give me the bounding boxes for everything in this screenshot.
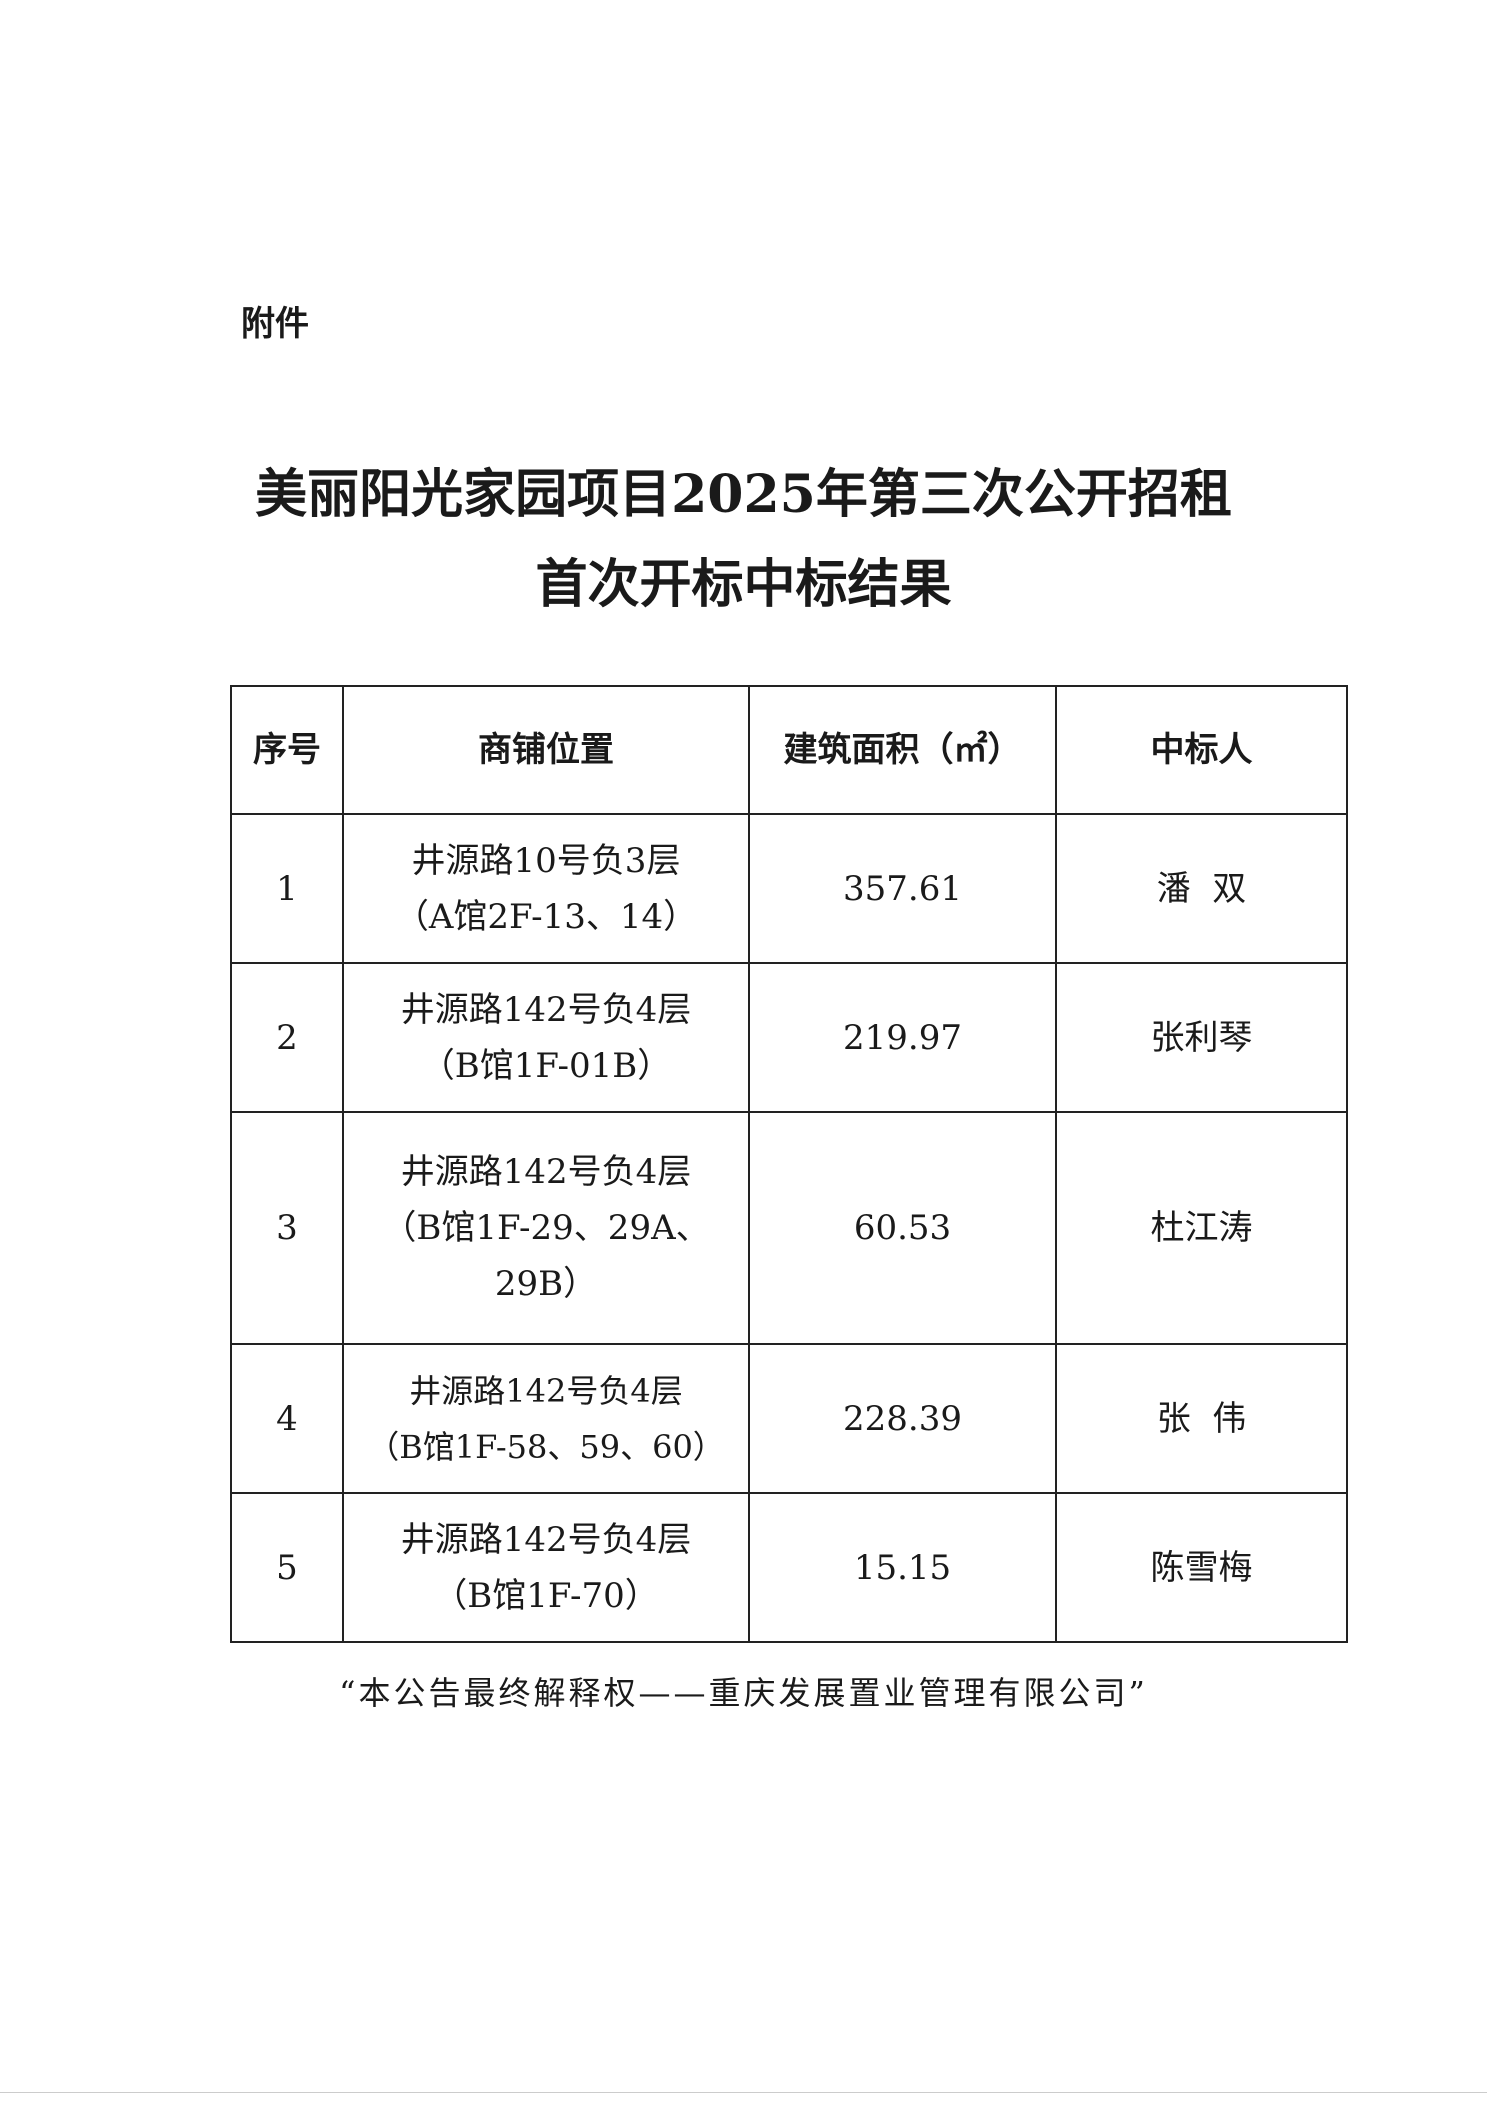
location-line: （B馆1F-01B） [420, 1045, 672, 1086]
table-row: 5 井源路142号负4层 （B馆1F-70） 15.15 陈雪梅 [230, 1492, 1348, 1643]
cell-no: 4 [230, 1343, 344, 1494]
location-line: 井源路142号负4层 [400, 989, 692, 1030]
title-line-2: 首次开标中标结果 [535, 554, 952, 615]
cell-winner: 杜江涛 [1055, 1111, 1348, 1345]
cell-location: 井源路10号负3层 （A馆2F-13、14） [342, 813, 750, 964]
table-row: 4 井源路142号负4层 （B馆1F-58、59、60） 228.39 张 伟 [230, 1343, 1348, 1494]
cell-no: 3 [230, 1111, 344, 1345]
table-row: 1 井源路10号负3层 （A馆2F-13、14） 357.61 潘 双 [230, 813, 1348, 964]
table-row: 2 井源路142号负4层 （B馆1F-01B） 219.97 张利琴 [230, 962, 1348, 1113]
cell-area: 60.53 [748, 1111, 1057, 1345]
cell-winner: 潘 双 [1055, 813, 1348, 964]
cell-area: 219.97 [748, 962, 1057, 1113]
location-line: 井源路142号负4层 [400, 1519, 692, 1560]
cell-no: 5 [230, 1492, 344, 1643]
cell-area: 15.15 [748, 1492, 1057, 1643]
page-title: 美丽阳光家园项目2025年第三次公开招租 首次开标中标结果 [0, 450, 1487, 630]
header-winner: 中标人 [1055, 685, 1348, 815]
header-location: 商铺位置 [342, 685, 750, 815]
scan-edge-divider [0, 2092, 1487, 2093]
footer-note: “本公告最终解释权——重庆发展置业管理有限公司” [339, 1674, 1148, 1712]
header-area: 建筑面积（㎡） [748, 685, 1057, 815]
attachment-label: 附件 [241, 304, 309, 344]
cell-winner: 张利琴 [1055, 962, 1348, 1113]
header-no: 序号 [230, 685, 344, 815]
cell-area: 228.39 [748, 1343, 1057, 1494]
cell-no: 2 [230, 962, 344, 1113]
results-table: 序号 商铺位置 建筑面积（㎡） 中标人 1 井源路10号负3层 （A馆2F-13、… [230, 685, 1348, 1643]
location-line: 井源路142号负4层 [409, 1371, 683, 1410]
location-line: （B馆1F-70） [433, 1575, 659, 1616]
cell-area: 357.61 [748, 813, 1057, 964]
table-header-row: 序号 商铺位置 建筑面积（㎡） 中标人 [230, 685, 1348, 815]
location-line: 井源路142号负4层 [400, 1152, 692, 1192]
cell-location: 井源路142号负4层 （B馆1F-01B） [342, 962, 750, 1113]
cell-no: 1 [230, 813, 344, 964]
cell-location: 井源路142号负4层 （B馆1F-29、29A、29B） [342, 1111, 750, 1345]
table-row: 3 井源路142号负4层 （B馆1F-29、29A、29B） 60.53 杜江涛 [230, 1111, 1348, 1345]
cell-location: 井源路142号负4层 （B馆1F-70） [342, 1492, 750, 1643]
cell-location: 井源路142号负4层 （B馆1F-58、59、60） [342, 1343, 750, 1494]
cell-winner: 陈雪梅 [1055, 1492, 1348, 1643]
location-line: （A馆2F-13、14） [394, 896, 698, 937]
title-line-1: 美丽阳光家园项目2025年第三次公开招租 [255, 464, 1232, 525]
location-line: （B馆1F-29、29A、29B） [382, 1208, 710, 1304]
location-line: 井源路10号负3层 [411, 840, 681, 881]
cell-winner: 张 伟 [1055, 1343, 1348, 1494]
location-line: （B馆1F-58、59、60） [367, 1427, 725, 1466]
